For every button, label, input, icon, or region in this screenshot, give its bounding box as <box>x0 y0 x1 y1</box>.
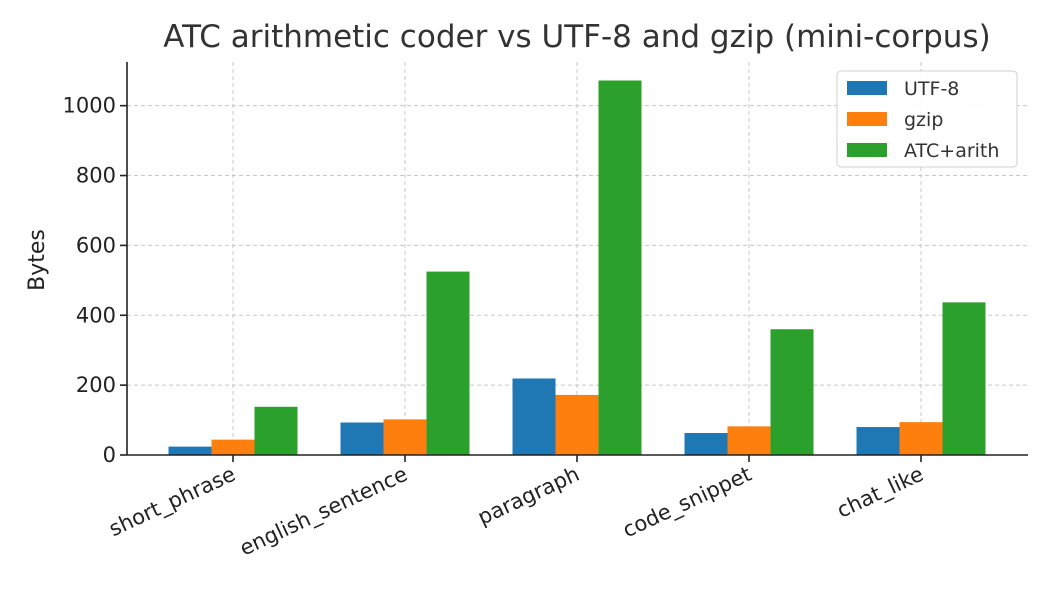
bar-utf-8-short-phrase <box>168 446 212 455</box>
x-tick-label: code_snippet <box>619 462 756 543</box>
legend-swatch <box>847 81 887 95</box>
bar-atc-arith-chat-like <box>942 302 986 455</box>
y-tick-label: 1000 <box>63 94 116 118</box>
bar-gzip-paragraph <box>555 394 599 455</box>
bar-utf-8-english-sentence <box>340 422 384 455</box>
y-tick-label: 800 <box>76 164 116 188</box>
legend-swatch <box>847 112 887 126</box>
bar-utf-8-chat-like <box>856 427 900 455</box>
y-tick-label: 600 <box>76 233 116 257</box>
x-tick-label: paragraph <box>474 462 583 530</box>
grid <box>127 62 1028 456</box>
bar-atc-arith-short-phrase <box>254 406 298 455</box>
bar-gzip-short-phrase <box>211 439 255 455</box>
x-tick-label: chat_like <box>833 462 927 524</box>
bar-utf-8-paragraph <box>512 378 556 455</box>
y-tick-label: 200 <box>76 373 116 397</box>
bar-gzip-code-snippet <box>727 426 771 455</box>
legend-label: gzip <box>904 109 943 131</box>
bars <box>168 80 986 456</box>
chart-title: ATC arithmetic coder vs UTF-8 and gzip (… <box>163 19 990 55</box>
x-tick-label: short_phrase <box>105 462 239 542</box>
legend: UTF-8 gzip ATC+arith <box>836 70 1018 168</box>
x-tick-label: english_sentence <box>236 462 412 562</box>
axes <box>120 62 1028 462</box>
bar-atc-arith-paragraph <box>598 80 642 456</box>
bar-gzip-chat-like <box>899 422 943 455</box>
y-tick-label: 0 <box>103 443 116 467</box>
y-tick-label: 400 <box>76 303 116 327</box>
bar-utf-8-code-snippet <box>684 432 728 455</box>
bar-gzip-english-sentence <box>383 419 427 455</box>
bar-atc-arith-code-snippet <box>770 329 814 455</box>
legend-label: ATC+arith <box>904 140 999 162</box>
y-tick-labels: 0 200 400 600 800 1000 <box>63 94 116 467</box>
legend-swatch <box>847 143 887 157</box>
legend-label: UTF-8 <box>904 78 959 100</box>
bar-atc-arith-english-sentence <box>426 271 470 455</box>
y-axis-label: Bytes <box>25 229 50 291</box>
